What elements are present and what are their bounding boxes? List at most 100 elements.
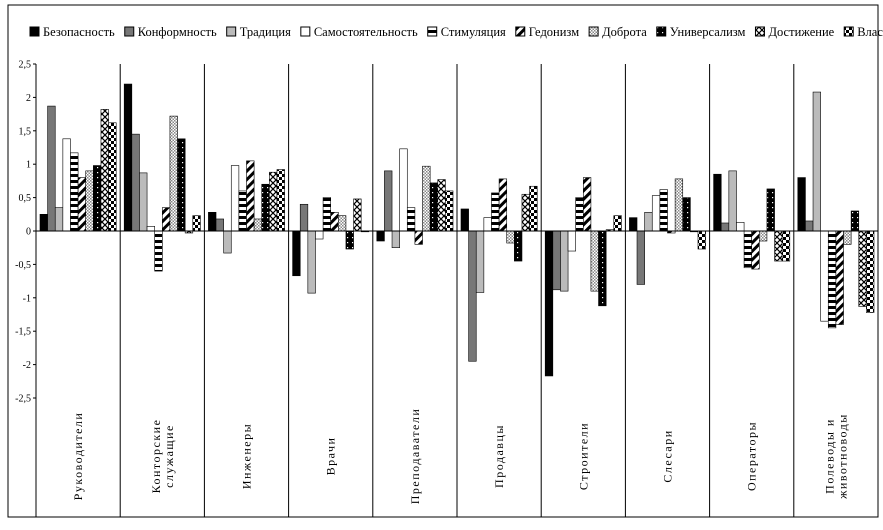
bar	[322, 197, 331, 232]
bar	[766, 188, 775, 232]
bar	[276, 169, 285, 232]
bar	[736, 222, 745, 232]
legend-label: Гедонизм	[529, 25, 579, 39]
bar	[437, 179, 446, 232]
legend: Безопасность Конформность Традиция Самостоя…	[29, 25, 883, 39]
bar	[598, 230, 607, 307]
bar	[62, 138, 71, 232]
bar	[713, 173, 722, 232]
bar	[261, 183, 270, 232]
bar	[338, 215, 347, 232]
bar	[192, 215, 201, 232]
y-tick-label: -1	[23, 293, 31, 304]
bar	[529, 185, 538, 232]
bar	[139, 172, 148, 232]
bar	[544, 230, 554, 377]
bar	[123, 83, 133, 232]
bar	[491, 192, 500, 232]
bar	[330, 211, 339, 232]
bar	[805, 220, 814, 232]
bar	[498, 178, 508, 232]
bar	[460, 208, 469, 232]
bar	[208, 211, 217, 232]
x-tick-label: Инженеры	[240, 423, 254, 489]
x-tick-label: Слесари	[661, 429, 675, 482]
bar	[552, 230, 561, 291]
x-tick-label: служащие	[162, 424, 176, 488]
y-tick-label: 0	[26, 227, 31, 238]
bar	[223, 230, 232, 254]
bar	[560, 230, 569, 292]
legend-swatch	[843, 26, 854, 37]
bar	[506, 230, 515, 244]
bar	[315, 230, 324, 240]
bar	[154, 230, 163, 272]
bar	[146, 226, 155, 232]
y-tick-label: 1	[26, 160, 31, 171]
y-tick-label: 2	[26, 93, 31, 104]
bar	[54, 207, 64, 232]
bar	[253, 218, 263, 232]
bar	[629, 217, 638, 232]
bar	[820, 230, 829, 322]
bar	[743, 230, 753, 269]
legend-swatch	[515, 26, 526, 37]
bar	[475, 230, 485, 293]
x-tick-label: Строители	[576, 422, 590, 490]
y-tick-label: -2	[23, 360, 31, 371]
y-tick-label: 1,5	[19, 126, 32, 137]
x-tick-label: животноводы	[835, 413, 849, 500]
bar	[835, 230, 844, 325]
bar	[644, 211, 653, 232]
bar	[292, 230, 301, 277]
bar	[353, 198, 362, 232]
bar	[613, 215, 622, 232]
bar	[422, 165, 431, 232]
bar	[682, 197, 691, 232]
x-tick-label: Операторы	[745, 421, 759, 491]
bar	[414, 230, 423, 245]
bar	[70, 152, 79, 232]
bar	[697, 230, 706, 250]
bar	[514, 230, 523, 262]
bar	[39, 214, 48, 232]
bar	[162, 207, 171, 232]
bar	[866, 230, 875, 313]
legend-swatch	[588, 26, 599, 37]
y-tick-label: -2,5	[15, 394, 31, 405]
bar	[47, 105, 56, 232]
bar	[720, 222, 730, 232]
bar	[108, 122, 117, 232]
legend-label: Доброта	[602, 25, 647, 39]
legend-label: Традиция	[240, 25, 291, 39]
legend-label: Самостоятельность	[314, 25, 418, 39]
bar	[376, 230, 385, 242]
x-tick-label: Полеводы и	[822, 418, 836, 494]
bar	[858, 230, 867, 307]
bar	[131, 133, 140, 232]
bar	[674, 178, 684, 232]
bar	[384, 170, 393, 232]
bar	[797, 177, 806, 232]
bar	[169, 115, 178, 232]
bar	[406, 207, 416, 232]
y-tick-label: 2,5	[19, 60, 32, 71]
bar	[246, 160, 255, 232]
y-axis: 2,5 2 1,5 1 0,5 0 -0,5 -1 -1,5 -2 -2,5	[15, 60, 37, 405]
bar	[582, 177, 592, 232]
legend-label: Конформность	[138, 25, 217, 39]
bar	[850, 210, 860, 232]
bar	[659, 189, 668, 232]
bar	[590, 230, 599, 292]
bar	[100, 109, 109, 232]
legend-swatch	[656, 26, 667, 37]
legend-label: Стимуляция	[441, 25, 506, 39]
bar	[215, 218, 224, 232]
bar	[399, 148, 408, 232]
y-tick-label: -1,5	[15, 327, 31, 338]
x-tick-label: Врачи	[324, 437, 338, 476]
bar	[636, 230, 645, 285]
legend-swatch	[300, 26, 311, 37]
bar	[299, 203, 309, 232]
